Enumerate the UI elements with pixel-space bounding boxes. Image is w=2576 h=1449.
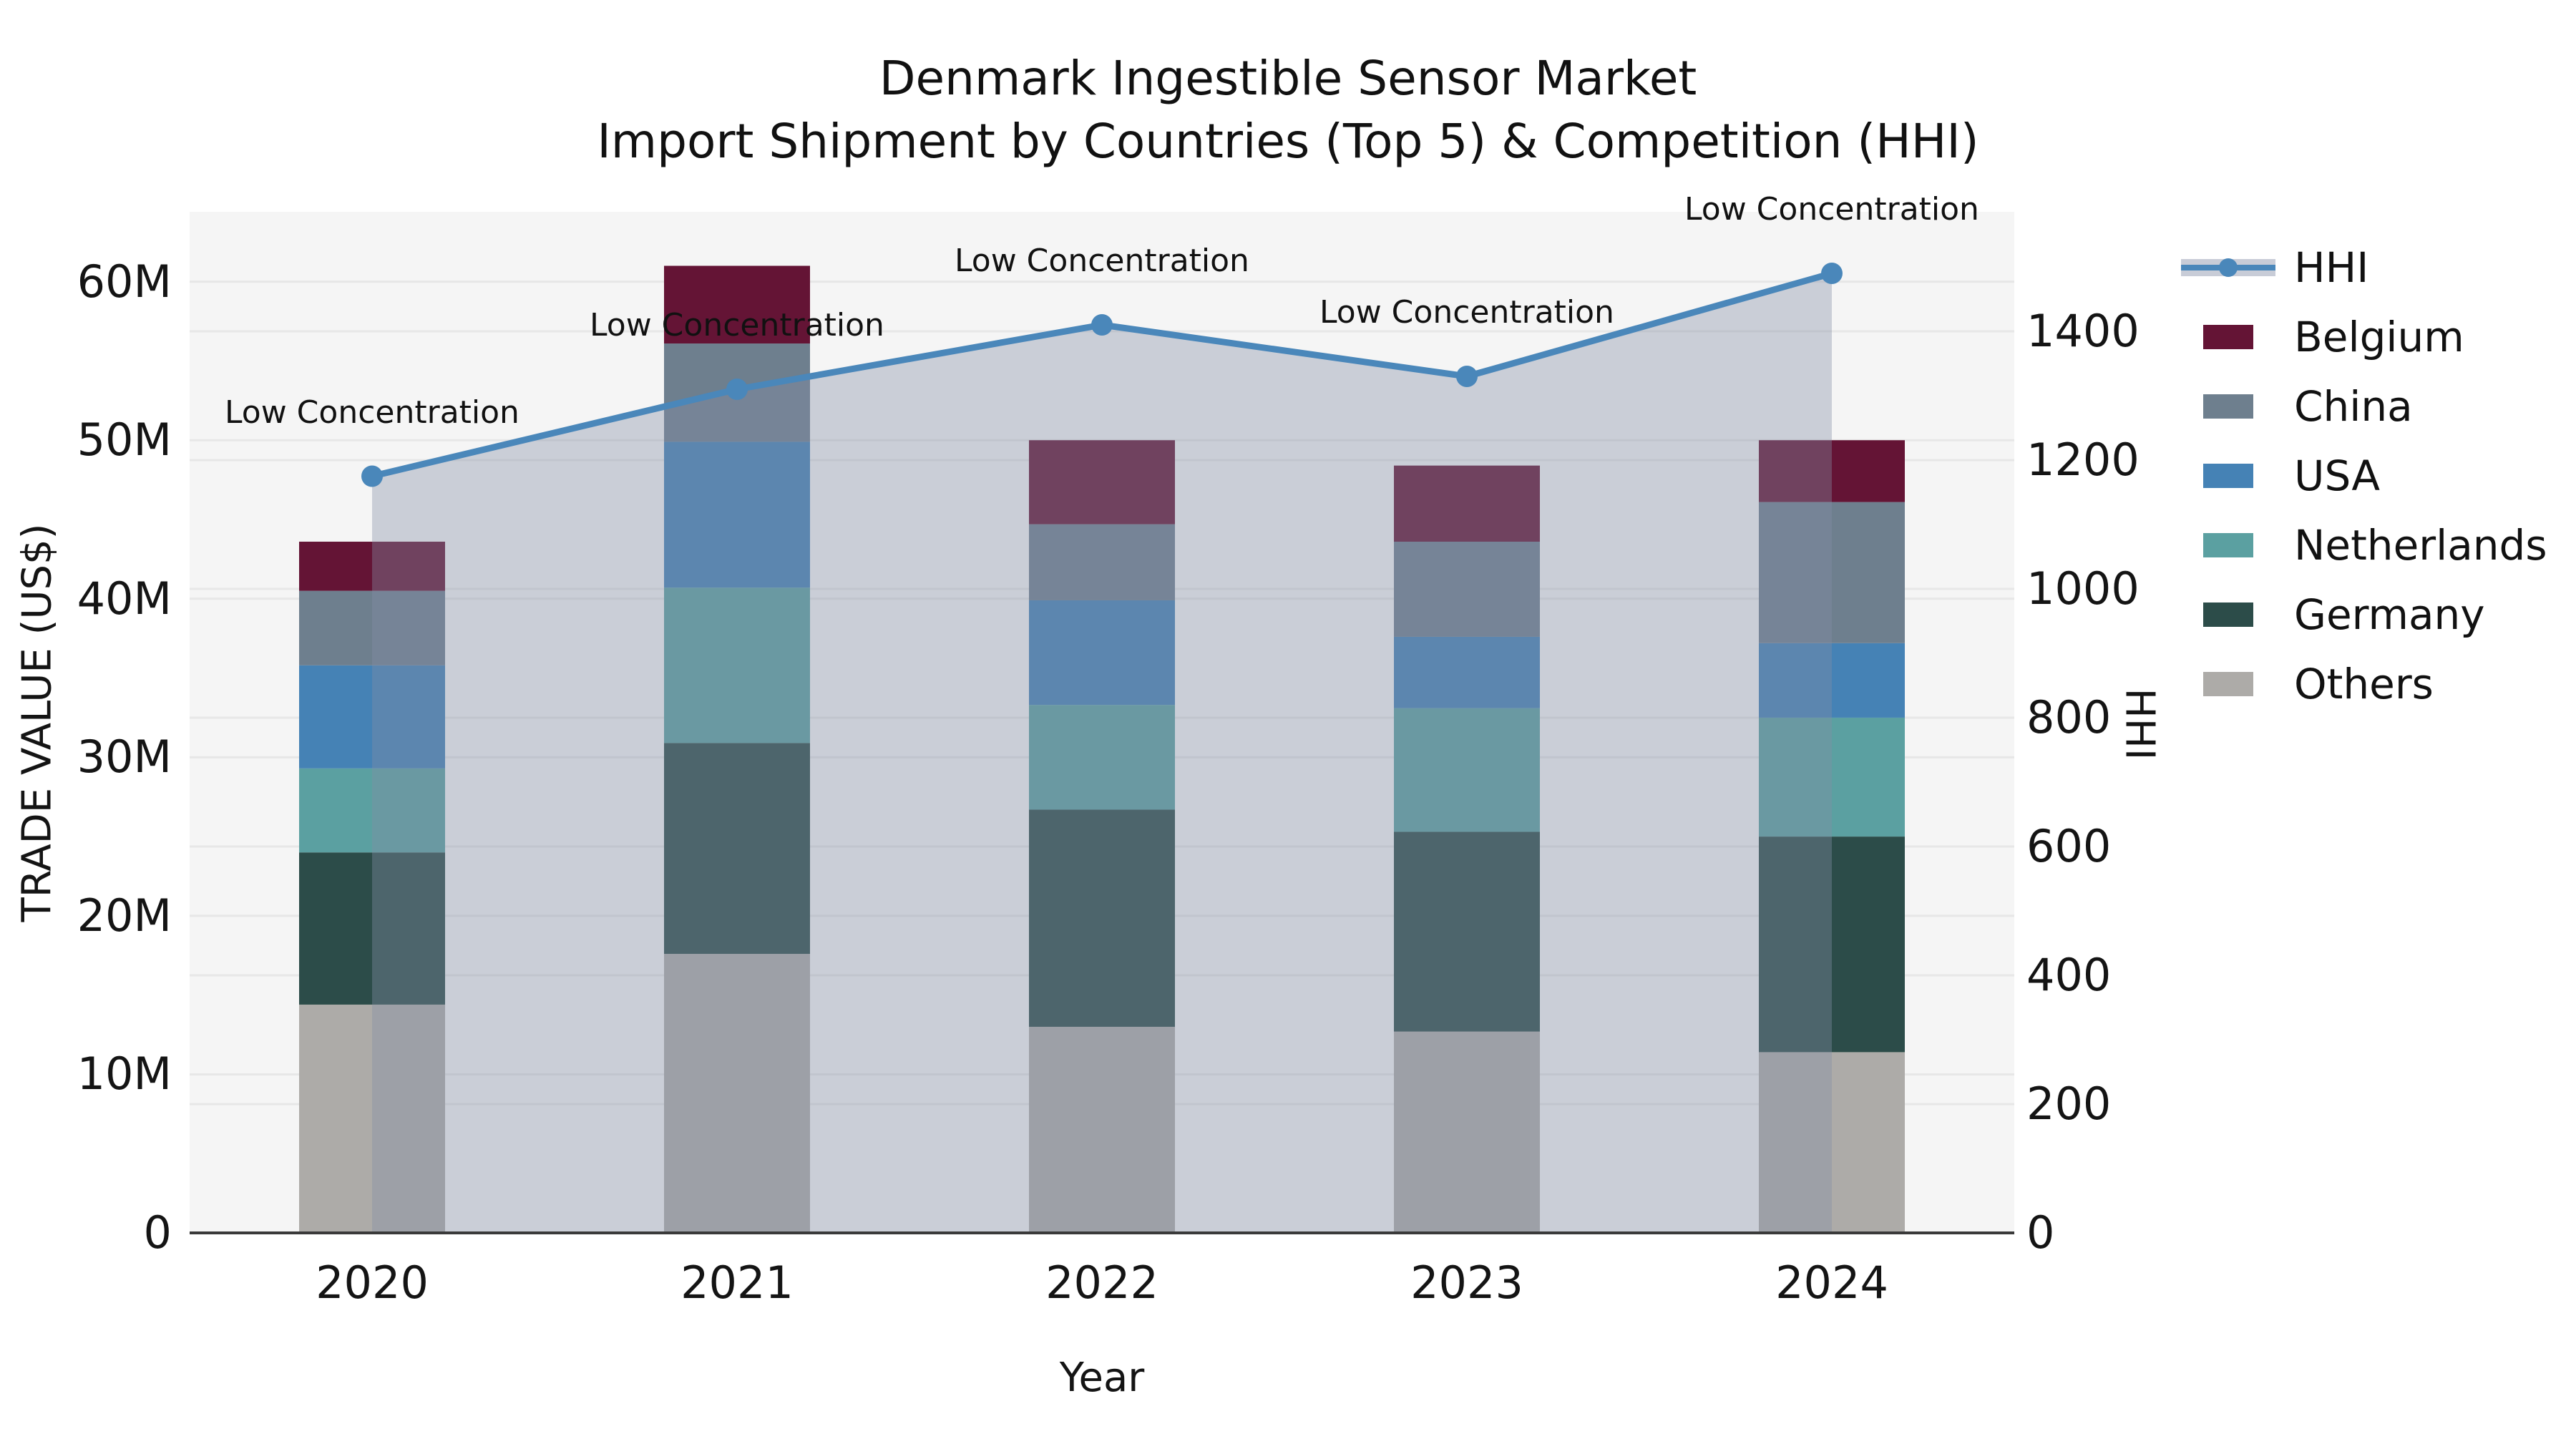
legend-hhi-line-glyph [2181,245,2275,291]
right-axis-tick-400: 400 [2026,949,2112,1001]
right-axis-title: HHI [2116,688,2163,761]
annotation-low-concentration-2021: Low Concentration [590,307,884,343]
hhi-marker-2023 [1456,366,1478,387]
x-axis-tick-2022: 2022 [1045,1257,1158,1309]
annotation-low-concentration-2024: Low Concentration [1684,191,1979,228]
right-axis-tick-0: 0 [2026,1206,2055,1259]
right-axis-tick-200: 200 [2026,1078,2112,1130]
bar-segment-2020-germany [299,852,445,1005]
bar-segment-2021-netherlands [664,587,810,743]
hhi-marker-2024 [1821,263,1843,284]
x-axis-title: Year [1059,1355,1145,1401]
x-axis-tick-2023: 2023 [1410,1257,1523,1309]
annotation-low-concentration-2022: Low Concentration [955,243,1249,279]
legend-swatch-usa [2181,453,2275,499]
left-axis-title: TRADE VALUE (US$) [14,523,61,922]
legend-label-china: China [2294,381,2413,431]
legend-swatch-belgium [2181,314,2275,360]
left-axis-tick-20M: 20M [77,889,172,942]
hhi-marker-swatch [2219,258,2238,277]
bar-segment-2024-belgium [1759,440,1905,502]
legend-color-swatch [2203,394,2253,419]
bar-segment-2023-china [1394,541,1540,637]
left-axis-tick-30M: 30M [77,731,172,784]
legend-item-china: China [2181,371,2547,441]
left-axis-tick-40M: 40M [77,572,172,625]
bar-segment-2021-belgium [664,265,810,344]
bar-segment-2024-china [1759,502,1905,643]
bar-segment-2024-germany [1759,836,1905,1053]
hhi-area-fill [372,273,1832,1233]
bar-segment-2022-belgium [1029,440,1175,525]
legend-item-netherlands: Netherlands [2181,510,2547,580]
legend-label-hhi: HHI [2294,243,2369,292]
right-axis-tick-800: 800 [2026,691,2112,743]
bar-segment-2023-others [1394,1031,1540,1233]
bar-segment-2021-germany [664,743,810,955]
x-axis-tick-2021: 2021 [680,1257,794,1309]
legend-item-belgium: Belgium [2181,302,2547,371]
hhi-marker-2020 [361,465,383,487]
bar-segment-2020-usa [299,665,445,769]
legend-color-swatch [2203,324,2253,349]
x-axis-tick-2020: 2020 [316,1257,429,1309]
legend-item-hhi: HHI [2181,233,2547,302]
annotation-low-concentration-2020: Low Concentration [225,394,519,431]
legend-label-netherlands: Netherlands [2294,520,2547,570]
legend-color-swatch [2203,532,2253,557]
bar-segment-2021-others [664,954,810,1233]
legend-label-others: Others [2294,659,2434,708]
right-axis-tick-1000: 1000 [2026,562,2140,615]
hhi-marker-2021 [726,379,748,400]
left-axis-tick-60M: 60M [77,255,172,308]
hhi-line-icon [2181,258,2275,277]
bar-segment-2021-usa [664,441,810,588]
legend-item-usa: USA [2181,441,2547,510]
legend-label-usa: USA [2294,451,2381,500]
chart-title: Denmark Ingestible Sensor Market Import … [0,47,2576,173]
legend-item-germany: Germany [2181,580,2547,649]
left-axis-tick-0: 0 [143,1206,172,1259]
legend-swatch-netherlands [2181,522,2275,568]
right-axis-tick-1200: 1200 [2026,434,2140,486]
bar-segment-2024-netherlands [1759,717,1905,837]
bar-segment-2024-usa [1759,643,1905,718]
left-axis-tick-50M: 50M [77,414,172,467]
right-axis-tick-1400: 1400 [2026,305,2140,357]
chart-title-line-1: Denmark Ingestible Sensor Market [879,51,1697,106]
hhi-marker-2022 [1091,314,1113,336]
annotation-low-concentration-2023: Low Concentration [1319,294,1614,331]
left-axis-tick-10M: 10M [77,1048,172,1101]
bar-segment-2022-netherlands [1029,705,1175,810]
legend-color-swatch [2203,671,2253,696]
legend-swatch-china [2181,384,2275,429]
legend-color-swatch [2203,602,2253,627]
legend-item-others: Others [2181,649,2547,718]
bar-segment-2022-germany [1029,809,1175,1027]
bar-segment-2023-belgium [1394,465,1540,542]
legend-swatch-germany [2181,592,2275,638]
bar-segment-2023-germany [1394,831,1540,1032]
legend-swatch-others [2181,661,2275,707]
bar-segment-2020-others [299,1004,445,1233]
bar-segment-2023-netherlands [1394,708,1540,832]
bar-segment-2022-china [1029,524,1175,600]
bar-segment-2022-others [1029,1026,1175,1233]
bar-segment-2020-netherlands [299,768,445,853]
legend: HHI Belgium China USA Netherlands Germany Othe… [2181,233,2547,718]
bar-segment-2024-others [1759,1052,1905,1233]
x-axis-tick-2024: 2024 [1775,1257,1888,1309]
legend-label-belgium: Belgium [2294,312,2464,361]
chart-title-line-2: Import Shipment by Countries (Top 5) & C… [597,114,1979,169]
legend-label-germany: Germany [2294,590,2485,639]
right-axis-tick-600: 600 [2026,820,2112,872]
bar-segment-2020-china [299,590,445,665]
legend-color-swatch [2203,463,2253,488]
bar-segment-2022-usa [1029,600,1175,706]
bar-segment-2023-usa [1394,636,1540,708]
bar-segment-2020-belgium [299,541,445,591]
